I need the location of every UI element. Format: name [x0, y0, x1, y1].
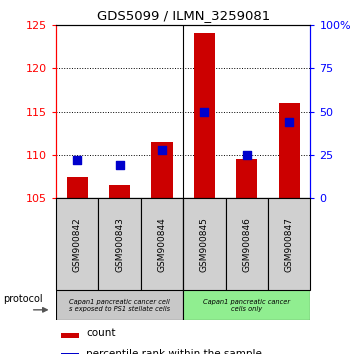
Text: GSM900846: GSM900846	[242, 217, 251, 272]
Point	[74, 157, 80, 163]
Bar	[279, 103, 300, 198]
Bar	[56, 290, 183, 320]
Text: GSM900847: GSM900847	[285, 217, 294, 272]
Point	[159, 147, 165, 153]
Text: Capan1 pancreatic cancer cell
s exposed to PS1 stellate cells: Capan1 pancreatic cancer cell s exposed …	[69, 299, 170, 312]
Point	[244, 152, 250, 158]
Bar	[236, 159, 257, 198]
Text: GSM900842: GSM900842	[73, 217, 82, 272]
Bar	[56, 198, 98, 290]
Text: GSM900843: GSM900843	[115, 217, 124, 272]
Point	[201, 109, 207, 114]
Text: GSM900844: GSM900844	[157, 217, 166, 272]
Bar	[151, 142, 173, 198]
Bar	[61, 333, 79, 338]
Text: percentile rank within the sample: percentile rank within the sample	[87, 348, 262, 354]
Bar	[268, 198, 310, 290]
Bar	[61, 353, 79, 354]
Text: GSM900845: GSM900845	[200, 217, 209, 272]
Bar	[226, 198, 268, 290]
Text: protocol: protocol	[3, 294, 43, 304]
Point	[117, 162, 122, 168]
Text: Capan1 pancreatic cancer
cells only: Capan1 pancreatic cancer cells only	[203, 299, 290, 312]
Bar	[66, 177, 88, 198]
Bar	[98, 198, 141, 290]
Bar	[183, 290, 310, 320]
Bar	[183, 198, 226, 290]
Point	[286, 119, 292, 125]
Bar	[194, 33, 215, 198]
Title: GDS5099 / ILMN_3259081: GDS5099 / ILMN_3259081	[97, 9, 270, 22]
Bar	[141, 198, 183, 290]
Bar	[109, 185, 130, 198]
Text: count: count	[87, 328, 116, 338]
